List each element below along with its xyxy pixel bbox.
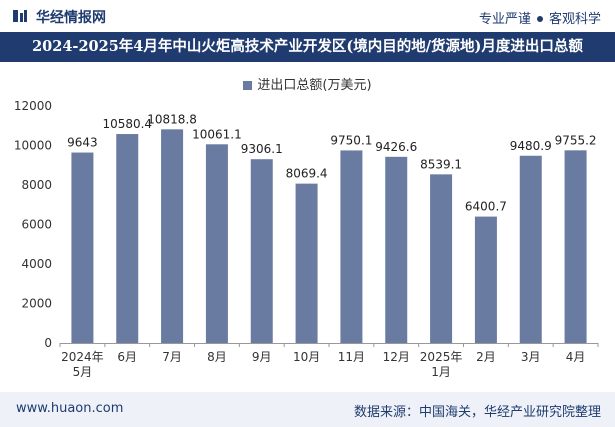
bar-2: [116, 134, 139, 343]
y-tick-label: 4000: [21, 257, 52, 271]
bar-3: [161, 129, 184, 343]
x-tick-label-line: 2024年: [61, 350, 104, 364]
website-link[interactable]: www.huaon.com: [16, 401, 124, 416]
bar-4: [205, 144, 228, 343]
x-tick-label-line: 12月: [383, 350, 410, 364]
data-label: 9426.6: [375, 140, 417, 154]
x-tick-label-line: 9月: [252, 350, 272, 364]
title-bar: 2024-2025年4月年中山火炬高技术产业开发区(境内目的地/货源地)月度进出…: [0, 32, 615, 62]
footer-bar: www.huaon.com 数据来源：中国海关，华经产业研究院整理: [0, 392, 615, 427]
x-tick-label-line: 5月: [73, 365, 93, 379]
x-tick-label: 3月: [521, 350, 541, 364]
x-tick-label: 7月: [162, 350, 182, 364]
data-label: 9306.1: [241, 142, 283, 156]
bar-1: [71, 152, 94, 343]
bar-5: [250, 159, 273, 343]
tagline-professional: 专业严谨: [478, 12, 531, 27]
x-tick-label: 10月: [293, 350, 320, 364]
x-tick-label: 2024年 5月: [61, 350, 104, 379]
data-label: 10818.8: [147, 112, 197, 126]
x-tick-label-line: 7月: [162, 350, 182, 364]
y-tick-label: 8000: [21, 178, 52, 192]
x-tick-label: 2025年 1月: [420, 350, 463, 379]
data-label: 9643: [67, 136, 98, 150]
legend-label: 进出口总额(万美元): [257, 78, 372, 93]
data-label: 9480.9: [510, 139, 552, 153]
x-tick-label-line: 11月: [338, 350, 365, 364]
x-tick-label-line: 2025年: [420, 350, 463, 364]
bar-12: [564, 150, 587, 343]
x-tick-label: 2月: [476, 350, 496, 364]
y-tick-label: 6000: [21, 218, 52, 232]
chart-legend: 进出口总额(万美元): [0, 74, 615, 93]
tagline-objective: 客观科学: [548, 12, 601, 27]
huajing-logo-icon: [13, 10, 27, 22]
data-label: 10061.1: [192, 127, 242, 141]
y-tick-label: 10000: [14, 139, 52, 153]
x-tick-label-line: 6月: [117, 350, 137, 364]
data-source: 数据来源：中国海关，华经产业研究院整理: [353, 405, 601, 420]
data-label: 8069.4: [286, 167, 328, 181]
data-label: 6400.7: [465, 200, 507, 214]
x-tick-label-line: 1月: [431, 365, 451, 379]
data-label: 9755.2: [555, 133, 597, 147]
x-tick-label: 9月: [252, 350, 272, 364]
x-tick-label: 11月: [338, 350, 365, 364]
data-label: 10580.4: [102, 117, 152, 131]
bar-6: [295, 183, 318, 343]
data-label: 9750.1: [330, 133, 372, 147]
y-tick-label: 0: [44, 336, 52, 350]
y-tick-label: 2000: [21, 297, 52, 311]
data-label: 8539.1: [420, 157, 462, 171]
x-tick-label: 12月: [383, 350, 410, 364]
tagline: 专业严谨 客观科学: [479, 8, 601, 27]
x-tick-label-line: 3月: [521, 350, 541, 364]
bar-8: [385, 156, 408, 343]
top-bar: 华经情报网 专业严谨 客观科学: [0, 0, 615, 32]
legend-swatch: [243, 81, 253, 90]
x-tick-label-line: 8月: [207, 350, 227, 364]
brand-name: 华经情报网: [36, 10, 106, 26]
bar-11: [519, 155, 542, 343]
x-tick-label-line: 10月: [293, 350, 320, 364]
y-tick-label: 12000: [14, 99, 52, 113]
bar-chart: 0 2000 4000 6000 8000 10000 12000 9643 2024年 5月 10…: [14, 99, 599, 379]
x-tick-label-line: 2月: [476, 350, 496, 364]
tagline-separator-dot: [536, 15, 543, 22]
chart-title: 2024-2025年4月年中山火炬高技术产业开发区(境内目的地/货源地)月度进出…: [32, 38, 583, 55]
x-tick-label: 4月: [566, 350, 586, 364]
x-tick-label-line: 4月: [566, 350, 586, 364]
bar-10: [474, 216, 497, 343]
x-tick-label: 8月: [207, 350, 227, 364]
bar-9: [430, 174, 453, 343]
x-tick-label: 6月: [117, 350, 137, 364]
bar-7: [340, 150, 363, 343]
